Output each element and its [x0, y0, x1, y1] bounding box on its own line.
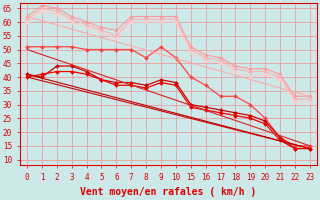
X-axis label: Vent moyen/en rafales ( km/h ): Vent moyen/en rafales ( km/h ) — [80, 187, 257, 197]
